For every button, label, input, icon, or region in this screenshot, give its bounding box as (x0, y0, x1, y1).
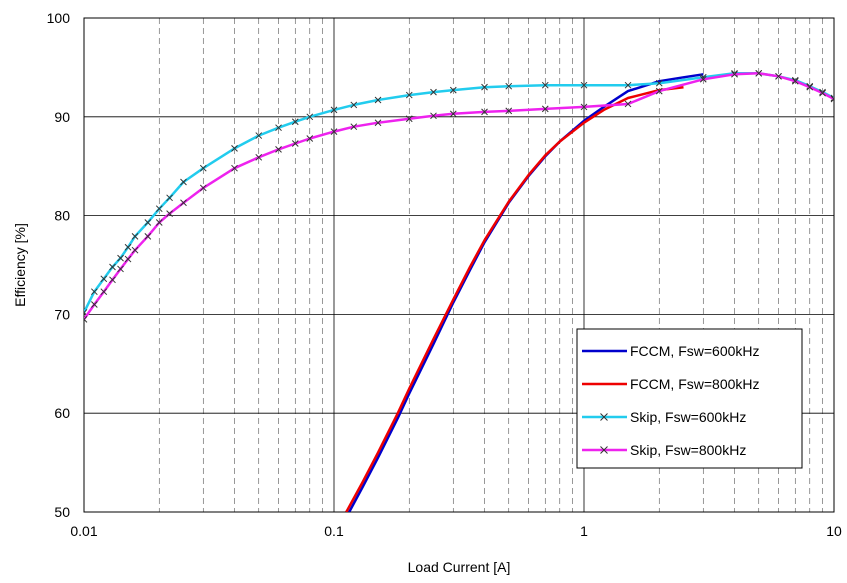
data-point-marker (109, 276, 116, 284)
data-point-marker (166, 210, 173, 217)
data-point-marker (330, 106, 338, 114)
data-point-marker (255, 153, 263, 161)
data-point-marker (100, 288, 108, 296)
data-point-marker (131, 232, 139, 240)
data-point-marker (231, 145, 238, 152)
data-point-marker (117, 254, 124, 262)
data-point-marker (231, 164, 238, 172)
x-tick-labels: 0.01 0.1 1 10 (70, 523, 842, 539)
data-point-marker (144, 219, 152, 226)
data-point-marker (580, 103, 588, 111)
data-point-marker (655, 79, 663, 87)
y-tick-label: 70 (54, 306, 70, 322)
data-point-marker (405, 115, 413, 123)
data-point-marker (374, 119, 382, 127)
data-point-marker (600, 413, 608, 421)
data-point-marker (430, 88, 437, 96)
data-point-marker (306, 113, 314, 121)
data-point-marker (655, 87, 663, 95)
data-point-marker (199, 184, 207, 192)
data-point-marker (699, 75, 707, 83)
data-point-marker (775, 72, 782, 80)
data-point-marker (180, 199, 187, 207)
data-point-marker (449, 110, 457, 118)
data-point-marker (505, 107, 513, 115)
data-point-marker (830, 94, 834, 102)
plot-frame (83, 17, 835, 513)
y-tick-label: 100 (47, 10, 71, 26)
data-point-marker (117, 265, 124, 273)
data-point-marker (155, 205, 163, 213)
data-point-marker (144, 232, 152, 240)
data-point-marker (505, 82, 513, 90)
data-point-marker (624, 100, 632, 108)
data-point-marker (90, 288, 98, 296)
data-point-marker (180, 178, 187, 186)
x-tick-label: 10 (826, 523, 842, 539)
data-point-marker (124, 243, 132, 251)
legend-label: FCCM, Fsw=800kHz (630, 376, 760, 392)
data-point-marker (481, 108, 488, 116)
data-point-marker (330, 128, 338, 135)
data-point-marker (624, 81, 632, 89)
data-point-marker (255, 132, 263, 139)
data-point-marker (131, 246, 139, 254)
data-point-marker (430, 112, 437, 120)
data-point-marker (374, 96, 382, 104)
data-point-marker (350, 101, 358, 109)
data-point-marker (291, 140, 299, 147)
data-point-marker (791, 77, 799, 85)
data-point-marker (580, 81, 588, 89)
data-point-marker (199, 164, 207, 172)
data-point-marker (755, 69, 763, 77)
legend-label: Skip, Fsw=600kHz (630, 409, 746, 425)
data-point-marker (166, 194, 173, 202)
data-point-marker (731, 70, 738, 78)
y-tick-label: 90 (54, 109, 70, 125)
x-tick-label: 0.01 (70, 523, 97, 539)
y-tick-label: 80 (54, 208, 70, 224)
data-point-marker (541, 105, 549, 113)
data-point-marker (806, 83, 814, 91)
legend-label: Skip, Fsw=800kHz (630, 442, 746, 458)
data-point-marker (109, 263, 116, 271)
legend: FCCM, Fsw=600kHz FCCM, Fsw=800kHz Skip, Fs… (576, 328, 803, 469)
x-tick-label: 0.1 (324, 523, 344, 539)
x-axis-label: Load Current [A] (408, 559, 511, 575)
data-point-marker (275, 146, 282, 153)
y-axis-label: Efficiency [%] (12, 223, 28, 307)
series-layer (84, 69, 834, 512)
data-point-marker (830, 95, 834, 103)
series-line-2 (345, 85, 684, 512)
x-tick-label: 1 (580, 523, 588, 539)
data-point-marker (405, 91, 413, 99)
data-point-marker (541, 81, 549, 89)
data-point-marker (124, 255, 132, 263)
data-point-marker (84, 315, 88, 323)
data-point-marker (350, 123, 358, 131)
data-point-marker (90, 301, 98, 308)
data-point-marker (100, 275, 108, 283)
y-tick-labels: 50 60 70 80 90 100 (47, 10, 71, 520)
legend-label: FCCM, Fsw=600kHz (630, 343, 760, 359)
data-point-marker (600, 446, 608, 454)
y-tick-label: 50 (54, 504, 70, 520)
y-tick-label: 60 (54, 405, 70, 421)
data-point-marker (306, 135, 314, 142)
data-point-marker (819, 89, 826, 97)
data-point-marker (449, 86, 457, 94)
data-point-marker (275, 124, 282, 132)
data-point-marker (155, 219, 163, 226)
data-point-marker (291, 118, 299, 126)
data-point-marker (481, 83, 488, 91)
